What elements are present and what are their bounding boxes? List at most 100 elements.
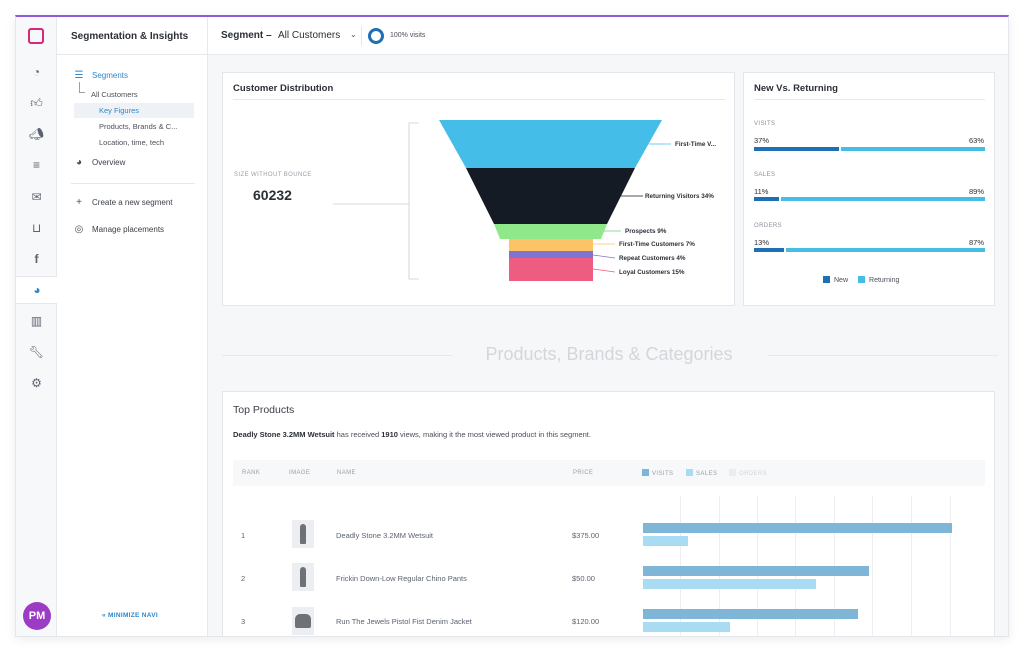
brand-logo-icon[interactable]	[28, 28, 44, 44]
nvr-new-value: 11%	[754, 187, 769, 196]
nvr-bar-returning	[781, 197, 985, 201]
product-thumbnail[interactable]	[292, 563, 314, 591]
top-product-views: 1910	[381, 430, 398, 439]
nvr-returning-value: 87%	[968, 238, 984, 247]
nvr-new-value: 13%	[754, 238, 770, 247]
column-header-image: IMAGE	[289, 470, 311, 476]
thumbs-up-icon[interactable]: 👍︎	[30, 95, 43, 110]
new-vs-returning-card: New Vs. Returning VISITS 37% 63% SALES 1…	[743, 72, 995, 306]
legend-swatch-new	[823, 276, 830, 283]
funnel-label-prospects: Prospects 9%	[625, 228, 667, 235]
legend-swatch	[729, 469, 736, 476]
segment-topbar: Segment – All Customers ⌄ 100% visits	[208, 17, 1008, 55]
section-title: Products, Brands & Categories	[485, 344, 733, 364]
nav-sub-location-time-tech[interactable]: Location, time, tech	[99, 138, 165, 147]
column-header-name[interactable]: NAME	[337, 470, 356, 476]
legend-item-orders[interactable]: ORDERS	[729, 469, 767, 477]
funnel-segment-prospects[interactable]	[494, 224, 607, 239]
funnel-segment-returning-visitors[interactable]	[466, 168, 635, 224]
main-content: Segment – All Customers ⌄ 100% visits Cu…	[208, 17, 1008, 636]
nav-sub-key-figures[interactable]: Key Figures	[74, 103, 194, 118]
bar-chart-icon[interactable]: ▥	[30, 314, 43, 328]
bar-visits[interactable]	[643, 609, 858, 619]
product-thumbnail[interactable]	[292, 520, 314, 548]
pie-chart-icon[interactable]: ◕	[16, 276, 58, 304]
legend-item-new[interactable]: New	[823, 276, 848, 284]
funnel-label-returning-visitors: Returning Visitors 34%	[645, 193, 714, 200]
nav-sub-products-brands[interactable]: Products, Brands & C...	[99, 122, 178, 131]
top-products-card: Top Products Deadly Stone 3.2MM Wetsuit …	[222, 391, 995, 636]
legend-item-visits[interactable]: VISITS	[642, 469, 673, 477]
funnel-label-repeat-customers: Repeat Customers 4%	[619, 255, 686, 262]
row-price: $50.00	[572, 574, 595, 583]
nav-item-segments[interactable]: ☰ Segments	[74, 70, 129, 81]
gear-icon[interactable]: ⚙	[31, 376, 42, 390]
bar-visits[interactable]	[643, 566, 869, 576]
nav-sub-all-customers[interactable]: All Customers	[91, 90, 138, 99]
column-header-rank[interactable]: RANK	[242, 470, 261, 476]
bar-sales[interactable]	[643, 622, 730, 632]
card-divider	[233, 99, 725, 100]
row-product-name[interactable]: Frickin Down-Low Regular Chino Pants	[336, 574, 467, 583]
avatar[interactable]: PM	[23, 602, 51, 630]
inbox-icon[interactable]: ⊔	[31, 221, 42, 235]
manage-placements-button[interactable]: ◎ Manage placements	[74, 224, 164, 235]
chevron-down-icon[interactable]: ⌄	[350, 30, 357, 39]
visits-ring-icon	[368, 28, 384, 44]
facebook-icon[interactable]: f	[34, 252, 39, 266]
segment-selector[interactable]: All Customers	[278, 30, 341, 41]
nvr-row-label: ORDERS	[754, 223, 783, 229]
top-products-summary: Deadly Stone 3.2MM Wetsuit has received …	[233, 430, 591, 439]
row-price: $120.00	[572, 617, 600, 626]
summary-text: views, making it the most viewed product…	[400, 430, 591, 439]
legend-label: New	[834, 277, 849, 284]
legend-item-sales[interactable]: SALES	[686, 469, 717, 477]
column-header-price[interactable]: PRICE	[573, 470, 594, 476]
card-divider	[754, 99, 985, 100]
funnel-segment-first-time-visitors[interactable]	[439, 120, 662, 168]
funnel-label-loyal-customers: Loyal Customers 15%	[619, 269, 685, 276]
card-title: Top Products	[233, 404, 295, 416]
nvr-bar-new	[754, 248, 784, 252]
funnel-segment-loyal-customers[interactable]	[509, 258, 593, 281]
mail-icon[interactable]: ✉︎	[31, 190, 42, 204]
list-icon[interactable]: ≡	[32, 158, 40, 172]
dashboard-icon[interactable]: ◔	[32, 65, 41, 79]
funnel-label-first-time-customers: First-Time Customers 7%	[619, 241, 695, 248]
nvr-returning-value: 63%	[968, 136, 984, 145]
row-product-name[interactable]: Run The Jewels Pistol Fist Denim Jacket	[336, 617, 472, 626]
nvr-bar-new	[754, 147, 839, 151]
product-thumbnail[interactable]	[292, 607, 314, 635]
wrench-icon[interactable]: 🔧︎	[28, 345, 45, 359]
funnel-segment-first-time-customers[interactable]	[509, 239, 593, 251]
row-product-name[interactable]: Deadly Stone 3.2MM Wetsuit	[336, 531, 433, 540]
card-title: New Vs. Returning	[754, 83, 838, 94]
segment-label: Segment –	[221, 30, 272, 41]
legend-label: ORDERS	[739, 471, 768, 477]
gridline	[911, 496, 912, 636]
nvr-bar-returning	[840, 147, 985, 151]
list-icon: ☰	[74, 70, 84, 81]
create-segment-button[interactable]: + Create a new segment	[74, 197, 172, 208]
bar-sales[interactable]	[643, 536, 688, 546]
nav-item-label: Overview	[92, 158, 126, 167]
row-rank: 3	[241, 617, 246, 626]
legend-swatch	[686, 469, 693, 476]
nav-item-label: Manage placements	[92, 225, 165, 234]
megaphone-icon[interactable]: 📣︎	[28, 127, 45, 141]
bar-sales[interactable]	[643, 579, 817, 589]
icon-rail: ◔ 👍︎ 📣︎ ≡ ✉︎ ⊔ f ◕ ▥ 🔧︎ ⚙ PM	[16, 17, 58, 636]
nvr-row-label: VISITS	[754, 121, 776, 127]
row-rank: 2	[241, 574, 246, 583]
minimize-nav-button[interactable]: « MINIMIZE NAVI	[102, 612, 159, 619]
nvr-returning-value: 89%	[968, 187, 984, 196]
bar-visits[interactable]	[643, 523, 952, 533]
customer-distribution-card: Customer Distribution SIZE WITHOUT BOUNC…	[222, 72, 735, 306]
nav-item-overview[interactable]: ◕ Overview	[74, 157, 125, 168]
summary-text: has received	[336, 430, 380, 439]
visits-percentage: 100% visits	[390, 32, 426, 39]
funnel-segment-repeat-customers[interactable]	[509, 251, 593, 258]
top-product-name: Deadly Stone 3.2MM Wetsuit	[233, 430, 335, 439]
nvr-new-value: 37%	[754, 136, 770, 145]
legend-item-returning[interactable]: Returning	[858, 276, 899, 284]
